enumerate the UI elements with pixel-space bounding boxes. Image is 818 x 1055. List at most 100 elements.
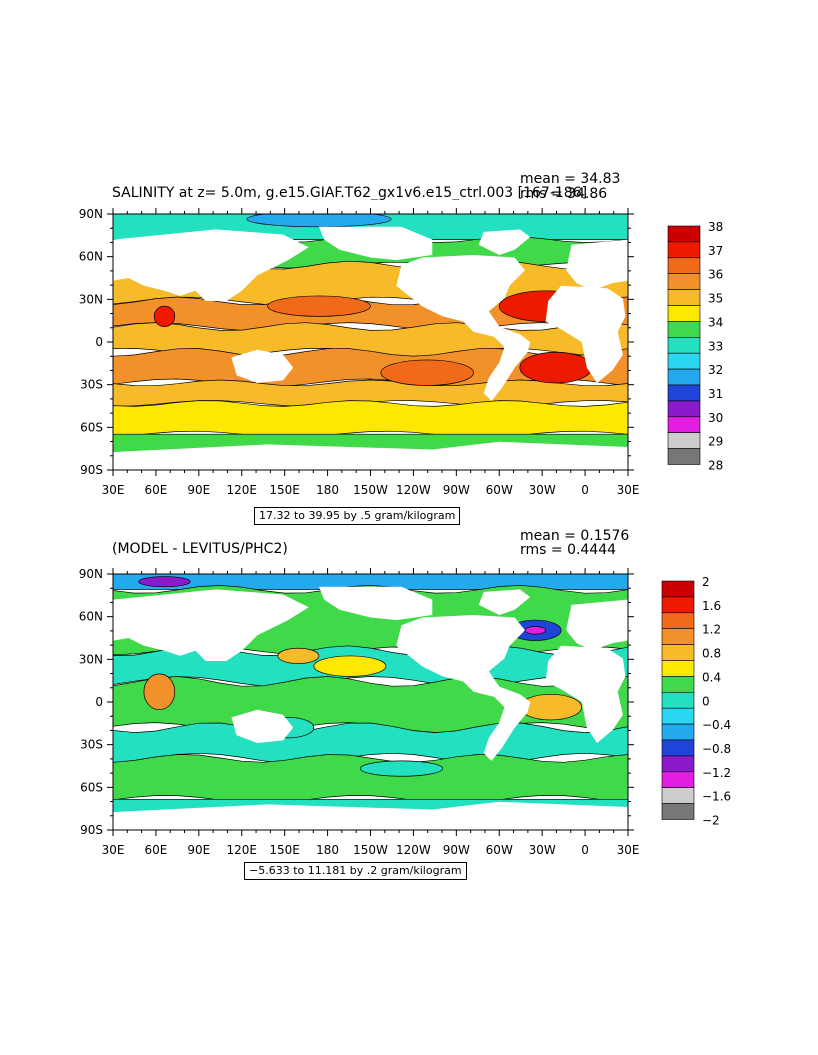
colorbar-label: 34 <box>708 315 723 329</box>
colorbar-swatch <box>667 273 701 290</box>
colorbar-label: 28 <box>708 459 723 473</box>
contour-region <box>246 214 392 228</box>
colorbar-swatch <box>661 676 695 693</box>
colorbar-swatch <box>667 257 701 274</box>
land-mask-antarctica <box>113 801 628 830</box>
x-tick-label: 150E <box>269 843 300 857</box>
mean-label: mean = 34.83 <box>520 171 621 187</box>
y-tick-label: 90N <box>79 207 103 221</box>
x-tick-label: 60W <box>486 843 513 857</box>
y-tick-label: 60N <box>79 610 103 624</box>
x-tick-label: 0 <box>581 843 589 857</box>
colorbar-label: 2 <box>702 575 710 589</box>
colorbar-swatch <box>661 596 695 614</box>
x-tick-label: 120W <box>396 843 431 857</box>
colorbar-label: 31 <box>708 387 723 401</box>
contour-region <box>267 295 371 317</box>
y-tick-label: 0 <box>95 695 103 709</box>
colorbar-swatch <box>667 289 701 306</box>
x-tick-label: 60W <box>486 483 513 497</box>
x-tick-label: 150W <box>353 483 388 497</box>
y-tick-label: 0 <box>95 335 103 349</box>
land-mask-australia <box>231 349 294 383</box>
colorbar-swatch <box>661 787 695 804</box>
contour-region <box>113 574 628 590</box>
land-mask-eurasia_east <box>566 239 628 291</box>
x-tick-label: 60E <box>144 483 167 497</box>
contour-region <box>524 626 546 635</box>
colorbar-swatch <box>667 321 701 338</box>
colorbar-swatch <box>661 803 695 820</box>
contour-region <box>277 647 320 664</box>
x-tick-label: 180 <box>316 483 339 497</box>
rms-label: rms = 34.86 <box>520 186 608 202</box>
colorbar-label: 30 <box>708 411 723 425</box>
colorbar-label: −1.6 <box>702 790 731 804</box>
x-tick-label: 90E <box>187 843 210 857</box>
colorbar-swatch <box>667 352 701 370</box>
x-tick-label: 150W <box>353 843 388 857</box>
y-tick-label: 30N <box>79 652 103 666</box>
colorbar-label: −1.2 <box>702 766 731 780</box>
land-mask-eurasia <box>113 589 309 661</box>
colorbar-swatch <box>661 580 695 598</box>
mean-label: mean = 0.1576 <box>520 528 630 544</box>
contour-range-box: 17.32 to 39.95 by .5 gram/kilogram <box>254 507 461 525</box>
contour-region <box>359 760 443 777</box>
colorbar-swatch <box>667 337 701 354</box>
colorbar-label: 32 <box>708 363 723 377</box>
colorbar-swatch <box>661 660 695 677</box>
x-tick-label: 120E <box>227 483 258 497</box>
x-tick-label: 0 <box>581 483 589 497</box>
colorbar-swatch <box>667 305 701 322</box>
land-mask-greenland <box>478 589 531 615</box>
difference-map: 30E 60E 90E 120E 150E 180 150W 120W 90W 60W 30W 0 30… <box>0 560 818 900</box>
y-tick-label: 90N <box>79 567 103 581</box>
land-mask-greenland <box>478 229 531 255</box>
land-mask-americas <box>396 255 531 401</box>
land-mask-americas <box>396 615 531 761</box>
contour-region <box>313 655 387 677</box>
land-mask-eurasia_east <box>566 599 628 651</box>
x-tick-label: 90E <box>187 483 210 497</box>
colorbar-label: −0.8 <box>702 742 731 756</box>
y-tick-label: 60N <box>79 250 103 264</box>
y-tick-label: 60S <box>80 420 103 434</box>
contour-region <box>138 576 191 588</box>
x-tick-label: 30W <box>529 483 556 497</box>
y-tick-label: 60S <box>80 780 103 794</box>
colorbar-label: 1.2 <box>702 623 721 637</box>
colorbar-swatch <box>661 723 695 741</box>
contour-region <box>380 359 474 386</box>
land-mask-northamerica_top <box>319 226 433 261</box>
colorbar-label: 1.6 <box>702 599 721 613</box>
contour-region <box>153 305 176 327</box>
rms-label: rms = 0.4444 <box>520 542 617 558</box>
contour-region <box>113 400 628 438</box>
colorbar-swatch <box>667 432 701 449</box>
x-tick-label: 30W <box>529 843 556 857</box>
land-mask-eurasia <box>113 229 309 301</box>
x-tick-label: 30E <box>617 483 640 497</box>
x-tick-label: 120W <box>396 483 431 497</box>
colorbar-label: −2 <box>702 814 720 828</box>
colorbar-label: 0.8 <box>702 647 721 661</box>
contour-region <box>519 694 583 721</box>
y-tick-label: 90S <box>80 823 103 837</box>
colorbar-swatch <box>667 225 701 243</box>
colorbar-swatch <box>667 416 701 434</box>
colorbar-swatch <box>661 612 695 629</box>
colorbar-label: 0 <box>702 694 710 708</box>
colorbar-label: 0.4 <box>702 670 721 684</box>
colorbar-label: 38 <box>708 220 723 234</box>
colorbar-label: 36 <box>708 268 723 282</box>
contour-region <box>143 673 176 711</box>
colorbar-swatch <box>661 707 695 725</box>
colorbar-swatch <box>667 241 701 259</box>
colorbar-swatch <box>661 644 695 661</box>
chart-title: (MODEL - LEVITUS/PHC2) <box>112 541 288 557</box>
x-tick-label: 30E <box>617 843 640 857</box>
salinity-map: 30E 60E 90E 120E 150E 180 150W 120W 90W 60W 30W 0 30… <box>0 200 818 540</box>
colorbar-swatch <box>667 368 701 386</box>
y-tick-label: 30S <box>80 378 103 392</box>
